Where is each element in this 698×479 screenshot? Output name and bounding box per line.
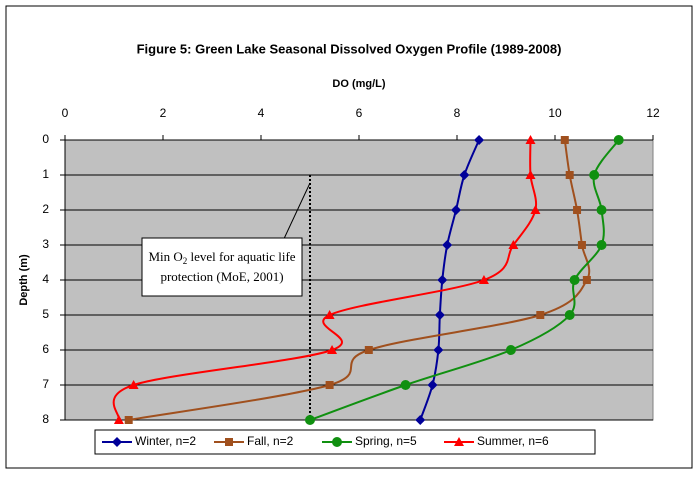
marker [437, 275, 448, 285]
marker [560, 136, 569, 144]
marker [113, 415, 124, 424]
marker [415, 415, 426, 425]
marker [536, 311, 545, 319]
marker [573, 206, 582, 214]
x-tick-label: 12 [646, 106, 660, 120]
marker [525, 135, 536, 144]
marker [128, 380, 139, 389]
legend-label: Spring, n=5 [355, 434, 417, 448]
annotation-text: protection (MoE, 2001) [160, 269, 283, 284]
x-axis-label: DO (mg/L) [332, 78, 385, 90]
marker [508, 240, 519, 249]
marker [442, 240, 453, 250]
marker [332, 437, 342, 447]
marker [427, 380, 438, 390]
marker [530, 205, 541, 214]
legend-label: Fall, n=2 [247, 434, 294, 448]
marker [596, 205, 607, 215]
marker [112, 437, 122, 447]
legend-label: Summer, n=6 [477, 434, 549, 448]
marker [327, 345, 338, 354]
y-tick-label: 4 [42, 272, 49, 286]
marker [474, 135, 485, 145]
series-line [309, 139, 620, 421]
annotation-text: Min O2 level for aquatic life [148, 249, 295, 266]
y-tick-label: 7 [42, 377, 49, 391]
x-tick-label: 6 [356, 106, 363, 120]
y-tick-label: 5 [42, 307, 49, 321]
x-tick-label: 4 [258, 106, 265, 120]
legend-label: Winter, n=2 [135, 434, 196, 448]
chart-title: Figure 5: Green Lake Seasonal Dissolved … [137, 41, 562, 56]
y-tick-label: 1 [42, 167, 49, 181]
marker [454, 437, 464, 446]
marker [325, 381, 334, 389]
x-tick-label: 0 [62, 106, 69, 120]
y-tick-label: 2 [42, 202, 49, 216]
y-tick-label: 6 [42, 342, 49, 356]
marker [589, 170, 600, 180]
marker [451, 205, 462, 215]
marker [478, 275, 489, 284]
y-axis-label: Depth (m) [18, 254, 30, 306]
marker [124, 416, 133, 424]
y-tick-label: 8 [42, 412, 49, 426]
annotation-leader [281, 182, 311, 244]
marker [434, 310, 445, 320]
marker [577, 241, 586, 249]
marker [565, 171, 574, 179]
marker [305, 415, 315, 425]
marker [569, 275, 580, 285]
annotation-box [141, 237, 303, 297]
marker [613, 135, 624, 145]
x-tick-label: 8 [454, 106, 461, 120]
y-tick-label: 3 [42, 237, 49, 251]
marker [596, 240, 607, 250]
annotation-part: Min O [148, 249, 182, 264]
x-tick-label: 2 [160, 106, 167, 120]
annotation-part: 2 [183, 256, 188, 266]
x-tick-label: 10 [548, 106, 562, 120]
marker [433, 345, 444, 355]
marker [364, 346, 373, 354]
marker [525, 170, 536, 179]
legend: Winter, n=2 Fall, n=2 Spring, n=5 Summer, n… [94, 429, 596, 455]
marker [582, 276, 591, 284]
marker [564, 310, 575, 320]
marker [505, 345, 516, 355]
annotation-part: level for aquatic life [187, 249, 296, 264]
marker [324, 310, 335, 319]
marker [459, 170, 470, 180]
series-line [112, 139, 538, 421]
y-tick-label: 0 [42, 132, 49, 146]
marker [400, 380, 411, 390]
marker [225, 438, 233, 446]
